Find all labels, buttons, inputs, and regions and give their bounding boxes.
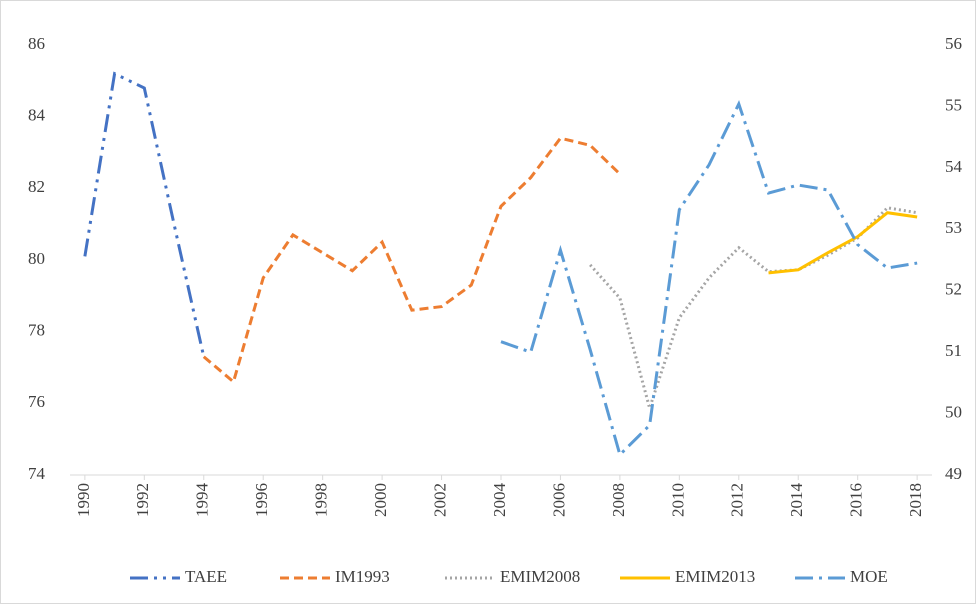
x-tick-label: 2018 <box>906 483 925 517</box>
x-tick-label: 2004 <box>490 483 509 518</box>
x-tick-label: 1994 <box>193 483 212 518</box>
y2-tick-label: 51 <box>945 341 962 360</box>
x-tick-label: 2010 <box>668 483 687 517</box>
y-tick-label: 78 <box>28 321 45 340</box>
y2-tick-label: 49 <box>945 464 962 483</box>
x-tick-label: 2016 <box>847 483 866 517</box>
y-tick-label: 76 <box>28 392 45 411</box>
y2-tick-label: 50 <box>945 402 962 421</box>
legend-label: IM1993 <box>335 567 390 586</box>
series-line <box>768 211 918 275</box>
series-line <box>83 71 206 358</box>
series-line <box>202 136 621 385</box>
x-tick-label: 2002 <box>430 483 449 517</box>
x-tick-label: 2014 <box>787 483 806 518</box>
y-tick-label: 82 <box>28 177 45 196</box>
series-line <box>500 100 918 458</box>
y-tick-label: 84 <box>28 106 46 125</box>
x-tick-label: 1990 <box>74 483 93 517</box>
x-tick-label: 1998 <box>312 483 331 517</box>
x-tick-label: 1996 <box>252 483 271 517</box>
x-tick-label: 2006 <box>549 483 568 517</box>
x-tick-label: 2008 <box>609 483 628 517</box>
y-tick-label: 74 <box>28 464 46 483</box>
y2-tick-label: 56 <box>945 34 962 53</box>
legend-label: EMIM2013 <box>675 567 755 586</box>
x-tick-label: 2012 <box>728 483 747 517</box>
y-tick-label: 80 <box>28 249 45 268</box>
x-tick-label: 1992 <box>133 483 152 517</box>
legend-label: TAEE <box>185 567 227 586</box>
legend-label: MOE <box>850 567 888 586</box>
legend-label: EMIM2008 <box>500 567 580 586</box>
y2-tick-label: 54 <box>945 157 963 176</box>
y2-tick-label: 52 <box>945 280 962 299</box>
y2-tick-label: 53 <box>945 218 962 237</box>
x-tick-label: 2000 <box>371 483 390 517</box>
y2-tick-label: 55 <box>945 95 962 114</box>
y-tick-label: 86 <box>28 34 45 53</box>
